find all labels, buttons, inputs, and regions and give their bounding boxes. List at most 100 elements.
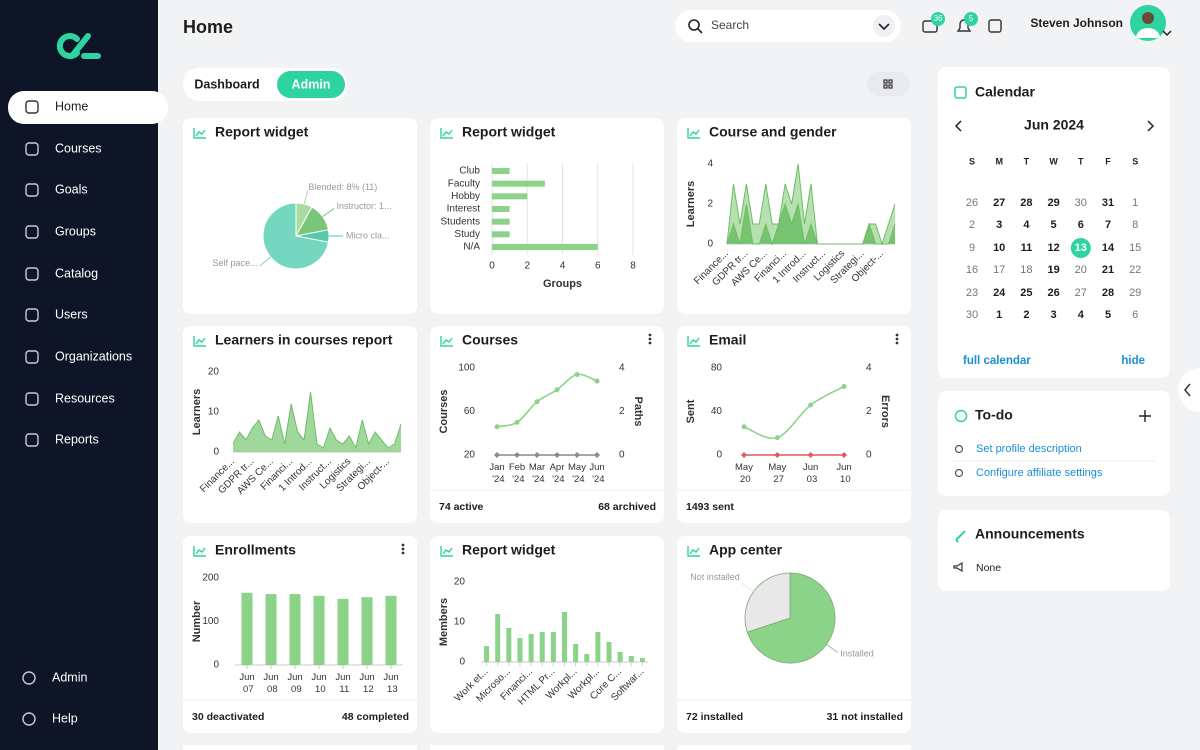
day[interactable]: 2: [1023, 309, 1029, 321]
day[interactable]: 1: [996, 309, 1002, 321]
day[interactable]: 11: [1021, 242, 1033, 254]
chevron: [878, 23, 890, 31]
day[interactable]: 3: [1051, 309, 1057, 321]
menu-dot[interactable]: [895, 341, 899, 345]
point: [808, 402, 814, 408]
menu-dot[interactable]: [895, 333, 899, 337]
y-tick-label: 60: [464, 406, 476, 417]
day[interactable]: 25: [1020, 287, 1032, 299]
day[interactable]: 27: [993, 197, 1005, 209]
nav-item[interactable]: Goals: [55, 182, 88, 196]
day[interactable]: 4: [1078, 309, 1085, 321]
day[interactable]: 10: [993, 242, 1005, 254]
day[interactable]: 4: [1023, 219, 1030, 231]
calendar-link[interactable]: full calendar: [963, 355, 1031, 367]
nav-item[interactable]: Users: [55, 307, 88, 321]
day[interactable]: 17: [993, 264, 1005, 276]
mail-icon[interactable]: [922, 20, 938, 33]
nav-item[interactable]: Reports: [55, 432, 99, 446]
prev-month[interactable]: [954, 120, 962, 132]
series-line: [743, 385, 845, 440]
point: [554, 452, 560, 458]
todo-item[interactable]: Configure affiliate settings: [976, 467, 1103, 479]
footer-text: 72 installed: [686, 711, 743, 723]
day[interactable]: 30: [966, 309, 978, 321]
nav-item[interactable]: Home: [55, 99, 88, 113]
day[interactable]: 7: [1105, 219, 1111, 231]
nav-item[interactable]: Catalog: [55, 266, 98, 280]
day[interactable]: 23: [966, 287, 978, 299]
day[interactable]: 12: [1047, 242, 1059, 254]
bar: [495, 614, 501, 662]
day[interactable]: 24: [993, 287, 1006, 299]
menu-dot[interactable]: [648, 333, 652, 337]
menu-dot[interactable]: [401, 547, 405, 551]
search-dropdown[interactable]: [873, 15, 895, 37]
month-label: Jun 2024: [1024, 117, 1084, 133]
y-tick-label: 200: [202, 573, 219, 584]
calendar-icon[interactable]: [988, 19, 1002, 33]
calendar-link[interactable]: hide: [1121, 355, 1145, 367]
day[interactable]: 27: [1075, 287, 1087, 299]
day[interactable]: 29: [1047, 197, 1059, 209]
menu-dot[interactable]: [401, 551, 405, 555]
day[interactable]: 31: [1102, 197, 1114, 209]
day[interactable]: 19: [1047, 264, 1059, 276]
menu-dot[interactable]: [895, 337, 899, 341]
menu-dot[interactable]: [648, 337, 652, 341]
area-fill: [233, 392, 401, 452]
day[interactable]: 14: [1102, 242, 1115, 254]
day[interactable]: 5: [1051, 219, 1057, 231]
day[interactable]: 3: [996, 219, 1002, 231]
nav-item[interactable]: Organizations: [55, 349, 132, 363]
area-fill: [727, 164, 895, 244]
tab[interactable]: Dashboard: [194, 77, 259, 91]
day[interactable]: 26: [966, 197, 978, 209]
day[interactable]: 22: [1129, 264, 1141, 276]
x-tick-label: Jun 12: [359, 672, 374, 695]
leader-line: [259, 256, 271, 267]
next-month[interactable]: [1147, 120, 1155, 132]
y-tick-label: 10: [454, 617, 466, 628]
tab[interactable]: Admin: [292, 77, 331, 91]
add-button[interactable]: [1139, 410, 1151, 422]
x-tick-label: 4: [560, 261, 566, 272]
nav-item[interactable]: Help: [52, 711, 78, 725]
day[interactable]: 18: [1020, 264, 1032, 276]
day[interactable]: 6: [1132, 309, 1138, 321]
widget-title: Report widget: [462, 542, 556, 558]
day[interactable]: 5: [1105, 309, 1111, 321]
menu-dot[interactable]: [648, 341, 652, 345]
nav-item[interactable]: Resources: [55, 391, 115, 405]
day[interactable]: 8: [1132, 219, 1138, 231]
day[interactable]: 9: [969, 242, 975, 254]
day[interactable]: 21: [1102, 264, 1114, 276]
nav-item[interactable]: Courses: [55, 141, 102, 155]
day[interactable]: 16: [966, 264, 978, 276]
bar: [628, 656, 634, 662]
menu-dot[interactable]: [401, 543, 405, 547]
nav-item[interactable]: Groups: [55, 224, 96, 238]
mail-badge-bg: [931, 12, 945, 26]
day[interactable]: 26: [1047, 287, 1059, 299]
day[interactable]: 20: [1075, 264, 1087, 276]
nav-icon: [22, 671, 36, 685]
slice-label: Self pace...: [212, 258, 257, 268]
day[interactable]: 28: [1102, 287, 1114, 299]
nav-icon: [25, 225, 39, 239]
day[interactable]: 1: [1132, 197, 1138, 209]
layout-button[interactable]: [867, 72, 910, 96]
day[interactable]: 6: [1078, 219, 1084, 231]
y-tick-label: N/A: [463, 242, 480, 253]
day[interactable]: 28: [1020, 197, 1032, 209]
nav-item[interactable]: Admin: [52, 670, 87, 684]
day[interactable]: 13: [1075, 242, 1087, 254]
widget-icon: [193, 336, 206, 347]
day[interactable]: 2: [969, 219, 975, 231]
search-box[interactable]: [675, 10, 901, 42]
todo-item[interactable]: Set profile description: [976, 443, 1082, 455]
collapse-tab[interactable]: [1178, 368, 1200, 412]
day[interactable]: 30: [1075, 197, 1087, 209]
day[interactable]: 15: [1129, 242, 1141, 254]
day[interactable]: 29: [1129, 287, 1141, 299]
